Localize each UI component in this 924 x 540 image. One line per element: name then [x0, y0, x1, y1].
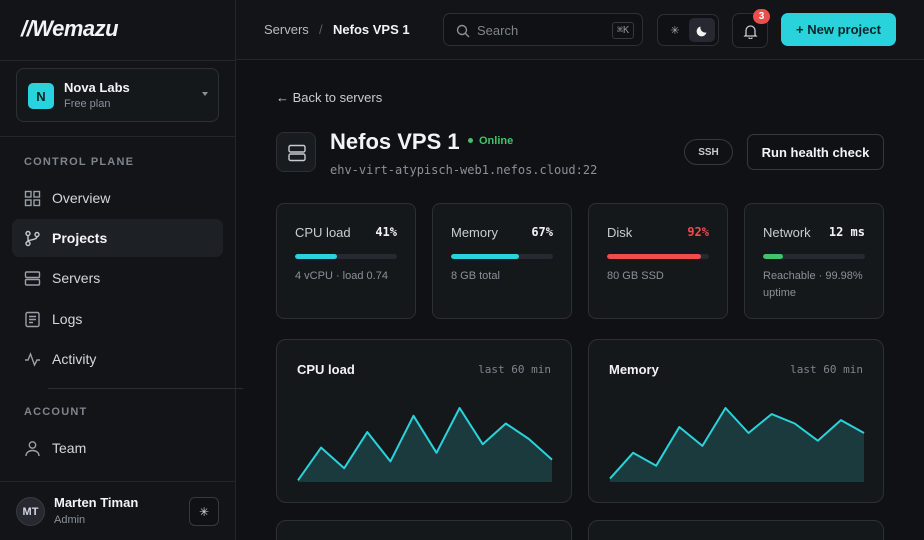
sidebar-item-label: Servers [52, 270, 101, 286]
chart-title: Memory [609, 362, 659, 377]
org-avatar: N [28, 83, 54, 109]
progress-track [607, 254, 709, 259]
stat-subtext: 4 vCPU · load 0.74 [295, 270, 388, 282]
sidebar-item-label: Logs [52, 311, 83, 327]
nav-separator [48, 388, 243, 389]
moon-icon[interactable] [689, 18, 715, 42]
chart-card-cpu: CPU load last 60 min [276, 339, 572, 503]
breadcrumb-servers[interactable]: Servers [264, 22, 309, 37]
progress-track [763, 254, 865, 259]
user-settings-button[interactable]: ✳ [189, 497, 219, 526]
sidebar-item-label: Projects [52, 230, 108, 246]
sidebar-item-activity[interactable]: Activity [12, 340, 223, 378]
stat-label: CPU load [295, 225, 351, 240]
user-role: Admin [54, 514, 86, 526]
sidebar: //Wemazu N Nova Labs Free plan CONTROL P… [0, 0, 243, 540]
chart-card-stub [588, 520, 884, 540]
sidebar-divider [0, 136, 236, 137]
chart-card-memory: Memory last 60 min [588, 339, 884, 503]
progress-fill [295, 254, 337, 259]
stat-label: Network [763, 225, 811, 240]
run-health-check-button[interactable]: Run health check [747, 134, 884, 170]
log-icon [25, 311, 40, 328]
section-label-account: ACCOUNT [24, 406, 88, 418]
sidebar-item-team[interactable]: Team [12, 429, 223, 467]
stat-subtext: 8 GB total [451, 270, 500, 282]
sun-icon[interactable]: ✳ [670, 24, 680, 37]
sidebar-divider [0, 60, 236, 61]
chart-title: CPU load [297, 362, 355, 377]
server-icon [288, 144, 306, 162]
sidebar-item-overview[interactable]: Overview [12, 179, 223, 217]
stat-label: Memory [451, 225, 498, 240]
stat-value: 12 ms [828, 225, 865, 239]
sidebar-item-projects[interactable]: Projects [12, 219, 223, 257]
search-icon [456, 24, 470, 38]
status-text: Online [479, 135, 514, 147]
brand-logo[interactable]: //Wemazu [21, 16, 119, 41]
stat-card: Disk 92% 80 GB SSD [588, 203, 728, 319]
progress-track [295, 254, 397, 259]
sidebar-item-servers[interactable]: Servers [12, 259, 223, 297]
chart-line [297, 407, 553, 481]
org-name: Nova Labs [64, 80, 130, 95]
stat-value: 41% [375, 225, 397, 239]
stat-value: 67% [531, 225, 553, 239]
user-profile[interactable]: MT Marten Timan Admin ✳ [0, 481, 235, 540]
chart-range: last 60 min [790, 363, 863, 376]
progress-fill [607, 254, 701, 259]
server-badge [276, 132, 316, 172]
status-dot-icon [468, 137, 473, 143]
section-label-control-plane: CONTROL PLANE [24, 156, 135, 168]
chevron-down-icon [202, 92, 208, 96]
ssh-button[interactable]: SSH [684, 139, 733, 165]
stat-card: Network 12 ms Reachable · 99.98% uptime [744, 203, 884, 319]
chart-range: last 60 min [478, 363, 551, 376]
progress-fill [763, 254, 784, 259]
search-shortcut: ⌘K [611, 22, 634, 39]
new-project-button[interactable]: + New project [781, 13, 896, 46]
activity-icon [25, 352, 40, 367]
server-icon [24, 271, 41, 286]
topbar: Servers / Nefos VPS 1 Search ⌘K ✳ 3 + Ne… [236, 0, 924, 60]
back-to-servers-link[interactable]: ← Back to servers [276, 90, 383, 105]
stat-card: CPU load 41% 4 vCPU · load 0.74 [276, 203, 416, 319]
progress-track [451, 254, 553, 259]
user-icon [25, 441, 40, 457]
status-badge: Online [468, 135, 513, 147]
user-name: Marten Timan [54, 495, 139, 510]
avatar: MT [16, 497, 45, 526]
page-title: Nefos VPS 1 [330, 129, 460, 154]
chart-area [298, 408, 552, 482]
stat-value: 92% [687, 225, 709, 239]
sun-icon: ✳ [198, 504, 210, 519]
grid-icon [24, 190, 41, 207]
chart-line [609, 407, 865, 480]
stat-subtext: 80 GB SSD [607, 270, 664, 282]
sidebar-item-label: Team [52, 440, 87, 456]
memory-sparkline [609, 407, 865, 482]
search-input[interactable]: Search ⌘K [443, 13, 643, 46]
org-plan: Free plan [64, 98, 111, 110]
sidebar-item-label: Overview [52, 190, 111, 206]
search-placeholder: Search [477, 23, 519, 38]
cpu-sparkline [297, 407, 553, 482]
chart-card-stub [276, 520, 572, 540]
branch-icon [25, 230, 40, 247]
theme-toggle[interactable]: ✳ [657, 14, 719, 46]
bell-icon [743, 25, 758, 39]
sidebar-item-label: Activity [52, 351, 97, 367]
notifications-button[interactable] [732, 13, 768, 48]
org-switcher[interactable]: N Nova Labs Free plan [16, 68, 219, 122]
notification-badge: 3 [753, 9, 770, 24]
stat-subtext: Reachable · 99.98% uptime [763, 270, 863, 299]
breadcrumb-separator: / [319, 22, 323, 37]
server-host: ehv-virt-atypisch-web1.nefos.cloud:22 [330, 163, 598, 177]
chart-area [610, 408, 864, 482]
sidebar-item-logs[interactable]: Logs [12, 300, 223, 338]
stat-card: Memory 67% 8 GB total [432, 203, 572, 319]
progress-fill [451, 254, 520, 259]
stat-label: Disk [607, 225, 633, 240]
breadcrumb-current: Nefos VPS 1 [333, 22, 410, 37]
